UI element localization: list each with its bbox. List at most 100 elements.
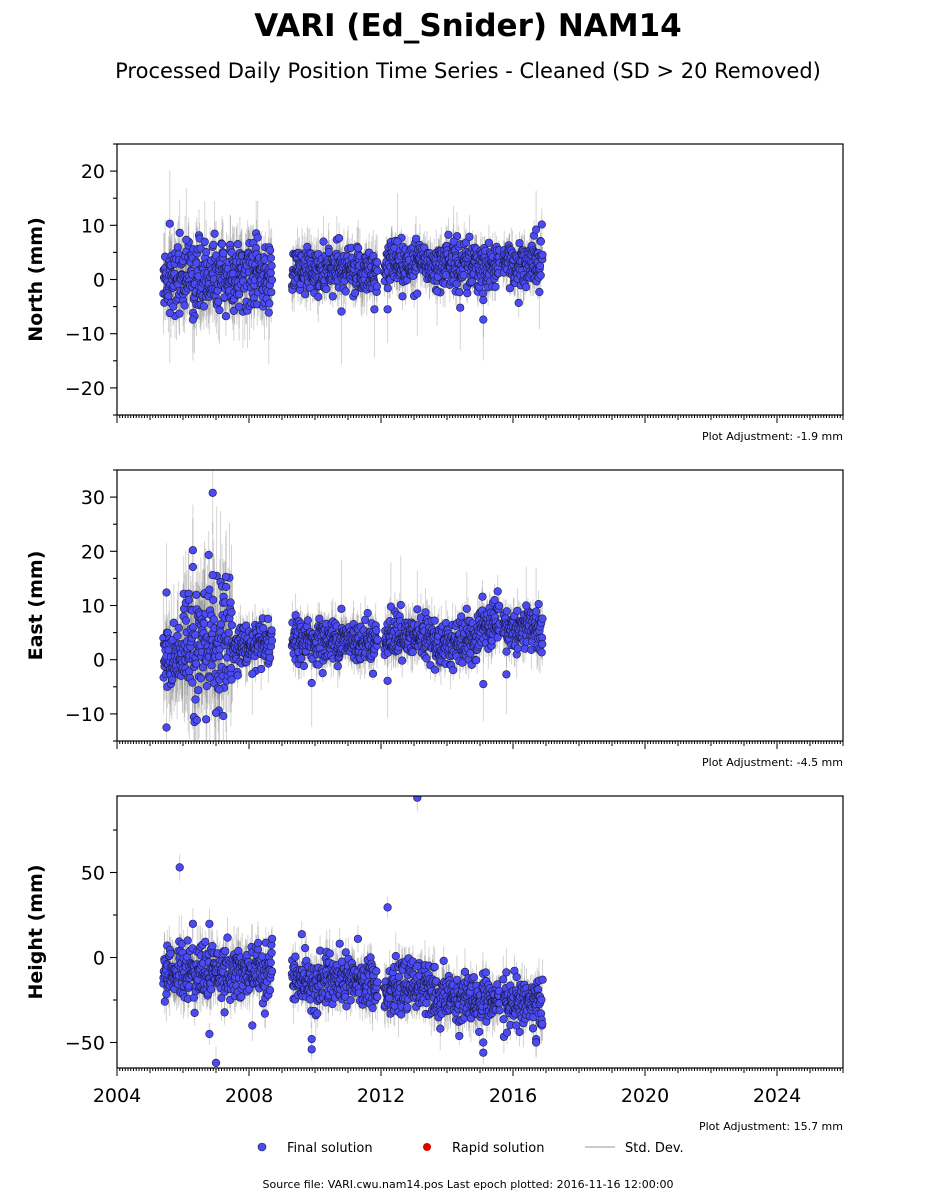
data-point	[328, 292, 337, 301]
data-point	[301, 290, 310, 299]
data-point	[207, 661, 216, 670]
data-point	[264, 308, 273, 317]
north-points	[159, 219, 547, 324]
data-point	[267, 636, 277, 645]
north-axis-label: North (mm)	[25, 217, 47, 342]
y-tick-label: 10	[81, 215, 105, 237]
data-point	[372, 282, 382, 291]
data-point	[192, 659, 201, 668]
data-point	[173, 243, 182, 252]
data-point	[191, 630, 200, 639]
data-point	[222, 582, 231, 592]
data-point	[202, 248, 211, 257]
data-point	[319, 237, 328, 246]
data-point	[215, 652, 224, 661]
data-point	[253, 233, 262, 242]
y-tick-label: −10	[65, 324, 105, 346]
data-point	[267, 275, 277, 285]
data-point	[318, 668, 327, 678]
data-point	[354, 244, 363, 253]
data-point	[188, 678, 197, 687]
data-point	[324, 248, 333, 257]
data-point	[322, 284, 331, 294]
north-panel: −20 −10 0 10 20 North (mm) Plot Adjustment: -1…	[25, 143, 844, 443]
y-tick-label: −20	[65, 378, 105, 400]
data-point	[165, 219, 174, 228]
data-point	[192, 590, 201, 599]
data-point	[214, 297, 223, 306]
data-point	[456, 303, 465, 312]
data-point	[209, 240, 218, 249]
data-point	[515, 239, 524, 248]
data-point	[165, 309, 174, 318]
data-point	[227, 621, 236, 630]
data-point	[495, 601, 504, 610]
figure-title: VARI (Ed_Snider) NAM14	[254, 8, 682, 44]
data-point	[408, 647, 417, 657]
data-point	[398, 292, 407, 301]
data-point	[538, 250, 547, 259]
data-point	[351, 288, 360, 298]
data-point	[333, 662, 342, 671]
data-point	[479, 315, 488, 324]
data-point	[393, 237, 402, 246]
data-point	[265, 299, 274, 308]
data-point	[463, 289, 472, 298]
data-point	[421, 608, 430, 617]
data-point	[513, 606, 522, 616]
data-point	[449, 665, 458, 675]
data-point	[459, 271, 468, 280]
data-point	[224, 628, 233, 638]
data-point	[199, 619, 208, 628]
data-point	[180, 301, 189, 310]
data-point	[411, 234, 421, 243]
data-point	[175, 309, 184, 318]
data-point	[505, 284, 515, 293]
data-point	[227, 675, 236, 684]
data-point	[184, 595, 193, 604]
data-point	[537, 220, 546, 229]
data-point	[209, 615, 218, 624]
data-point	[457, 612, 466, 621]
data-point	[370, 305, 379, 314]
data-point	[169, 618, 178, 628]
data-point	[502, 647, 511, 656]
data-point	[449, 237, 458, 246]
data-point	[341, 287, 350, 296]
data-point	[192, 715, 201, 725]
data-point	[265, 653, 275, 662]
data-point	[373, 635, 382, 644]
data-point	[175, 228, 184, 237]
data-point	[337, 307, 346, 316]
data-point	[266, 268, 275, 277]
data-point	[216, 620, 225, 629]
data-point	[472, 656, 481, 665]
data-point	[217, 240, 227, 249]
data-point	[196, 674, 206, 683]
data-point	[335, 234, 344, 243]
data-point	[219, 249, 228, 258]
figure-subtitle: Processed Daily Position Time Series - C…	[115, 59, 821, 83]
data-point	[259, 623, 268, 633]
data-point	[266, 253, 276, 263]
data-point	[297, 654, 306, 663]
data-point	[188, 315, 197, 324]
data-point	[315, 614, 324, 623]
data-point	[204, 550, 213, 560]
data-point	[484, 238, 494, 247]
data-point	[444, 230, 453, 239]
data-point	[430, 616, 439, 625]
data-point	[536, 271, 545, 280]
data-point	[383, 305, 392, 314]
data-point	[267, 626, 276, 635]
data-point	[215, 306, 224, 315]
data-point	[205, 673, 214, 683]
east-points	[159, 488, 547, 732]
data-point	[502, 607, 511, 616]
data-point	[465, 232, 474, 241]
data-point	[235, 302, 244, 311]
east-data-layer	[159, 470, 547, 741]
data-point	[164, 291, 173, 301]
